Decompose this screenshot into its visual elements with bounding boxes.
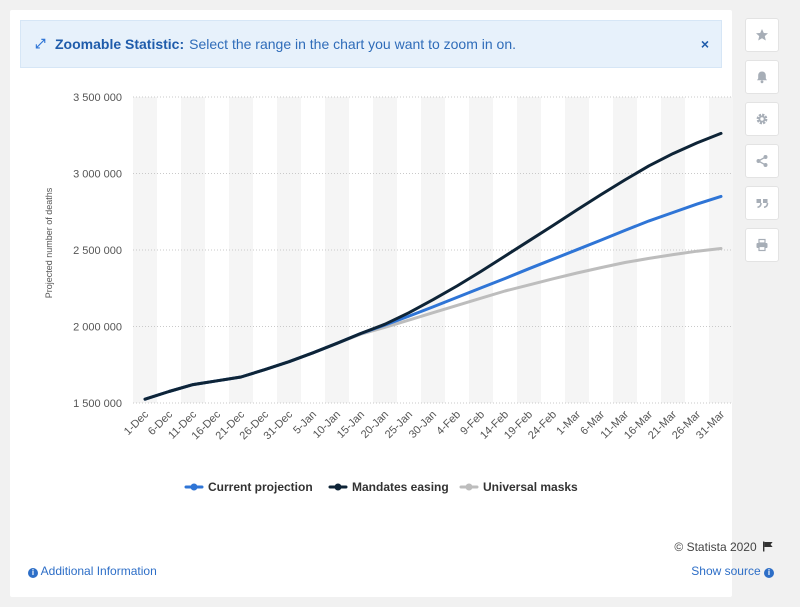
legend-item[interactable]: Mandates easing [328,480,449,494]
additional-information-link[interactable]: i Additional Information [28,564,157,578]
info-icon: i [764,568,774,578]
legend-item[interactable]: Universal masks [459,480,578,494]
y-tick-label: 3 500 000 [73,92,122,104]
y-tick-labels: 1 500 000 2 000 000 2 500 000 3 000 000 3 50… [73,92,122,410]
gridlines [133,96,733,404]
series-lines [143,131,723,401]
print-icon[interactable] [745,228,779,262]
legend-item[interactable]: Current projection [184,480,313,494]
y-tick-label: 3 000 000 [73,169,122,181]
y-tick-label: 2 000 000 [73,322,122,334]
show-source-link[interactable]: Show source i [691,564,774,578]
zoom-banner: ⤢ Zoomable Statistic: Select the range i… [20,20,722,68]
legend-marker [334,483,342,491]
chart-card [10,10,732,597]
y-axis-label: Projected number of deaths [44,187,54,298]
y-tick-label: 2 500 000 [73,245,122,257]
legend-label: Mandates easing [352,480,449,494]
banner-text: Select the range in the chart you want t… [189,36,517,52]
bell-icon[interactable] [745,60,779,94]
series-line [143,131,723,401]
additional-information-label: Additional Information [40,564,157,578]
star-icon[interactable] [745,18,779,52]
close-icon[interactable]: × [700,36,709,52]
legend-label: Current projection [208,480,313,494]
statista-credit: © Statista 2020 [674,540,774,554]
expand-icon: ⤢ [35,36,46,51]
y-tick-label: 1 500 000 [73,398,122,410]
x-tick-label: 4-Feb [434,409,463,438]
gear-icon[interactable] [745,102,779,136]
x-tick-label: 1-Dec [122,408,152,438]
flag-icon [763,541,773,552]
x-tick-label: 1-Mar [554,408,583,437]
share-icon[interactable] [745,144,779,178]
banner-title: Zoomable Statistic: [55,36,185,52]
info-icon: i [28,568,38,578]
legend-label: Universal masks [483,480,578,494]
show-source-label: Show source [691,564,761,578]
x-tick-labels: 1-Dec6-Dec11-Dec16-Dec21-Dec26-Dec31-Dec… [122,408,727,442]
legend: Current projection Mandates easing Univers… [184,480,578,494]
quote-icon[interactable] [745,186,779,220]
legend-marker [465,483,473,491]
x-tick-label: 30-Jan [407,409,439,441]
side-toolbar [745,18,781,270]
credit-text: © Statista 2020 [674,540,757,554]
legend-marker [190,483,198,491]
